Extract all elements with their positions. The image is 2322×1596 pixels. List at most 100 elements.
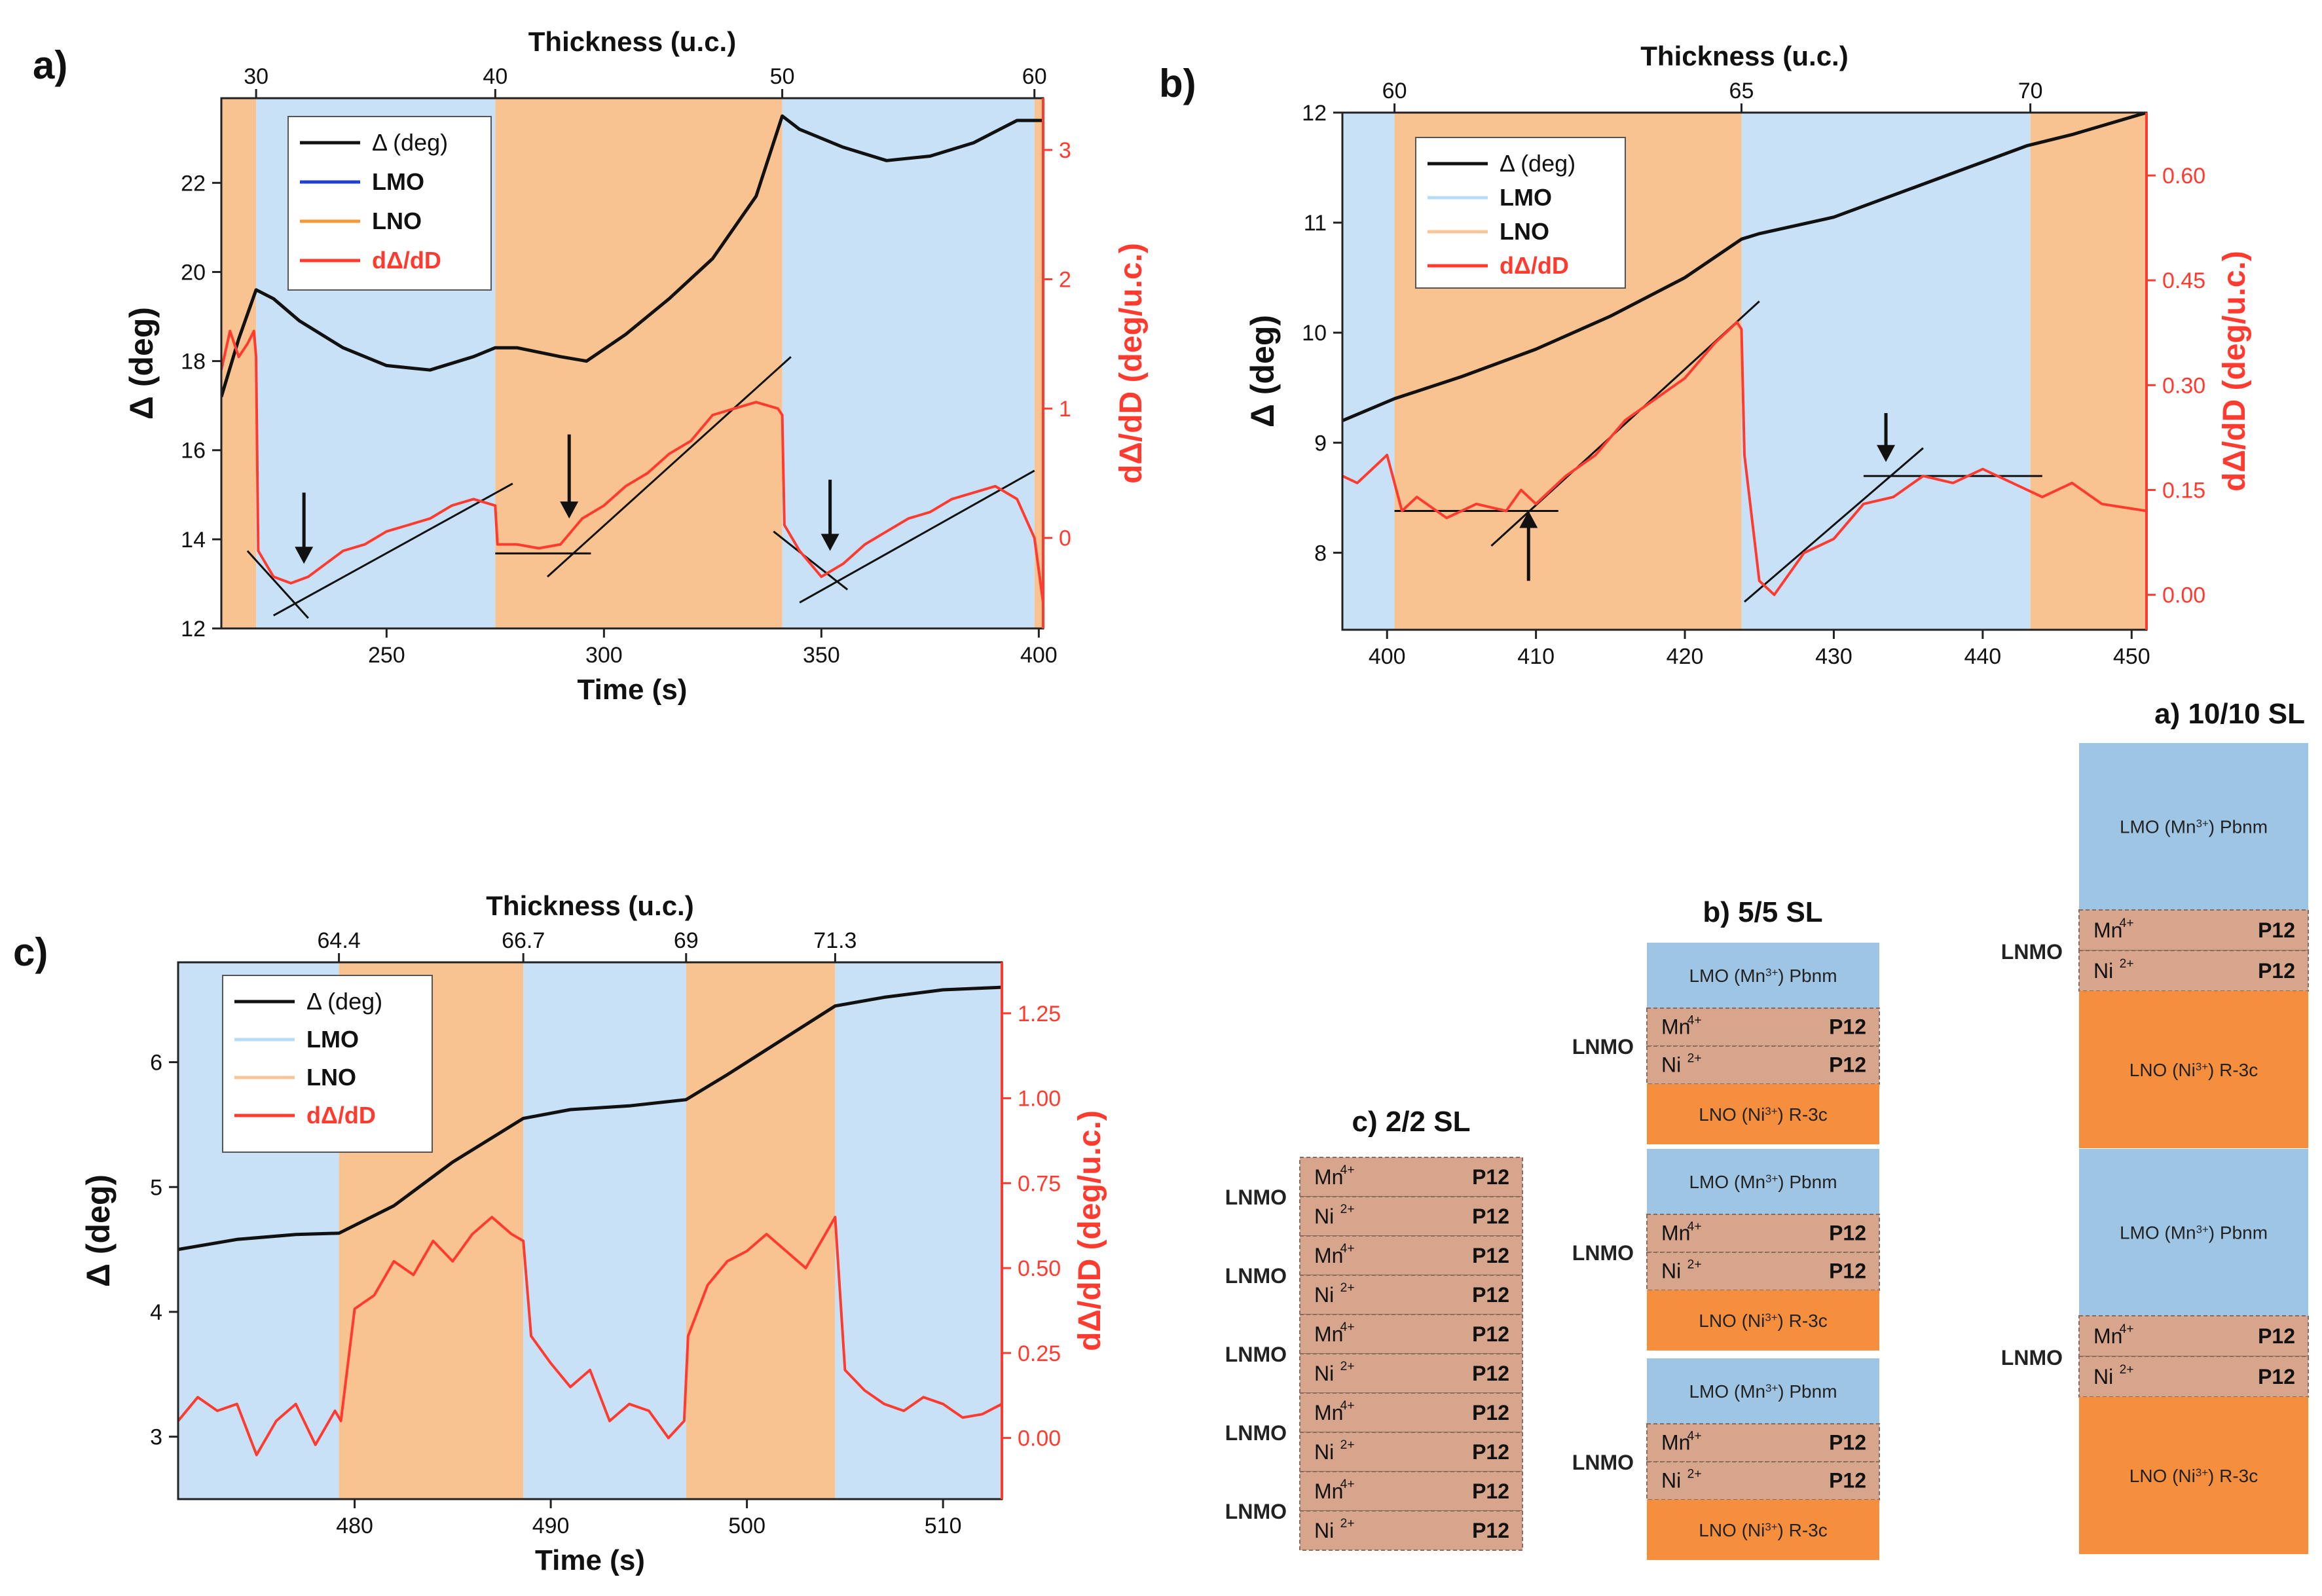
top-tick-label: 66.7: [502, 928, 545, 953]
x-tick-label: 420: [1667, 644, 1704, 669]
layer-label-charge: 3+: [1765, 1104, 1777, 1117]
layer-label-rest: ) Pbnm: [1778, 966, 1837, 986]
ion-charge: 2+: [1687, 1051, 1702, 1065]
y2-tick-label: 0.25: [1018, 1341, 1061, 1366]
y-axis-title: Δ (deg): [123, 307, 160, 420]
fit-line: [272, 482, 513, 617]
ion-charge: 2+: [1687, 1467, 1702, 1481]
ion-label: Mn: [2093, 1324, 2122, 1348]
ion-charge: 4+: [1687, 1013, 1702, 1027]
ion-label: Mn: [1661, 1015, 1690, 1038]
region-lno: [221, 98, 257, 628]
stack-title: a) 10/10 SL: [2154, 698, 2305, 730]
arrow-head: [295, 547, 314, 564]
layer-label-rest: ) R-3c: [2208, 1060, 2258, 1080]
lnmo-label: LNMO: [1225, 1343, 1287, 1366]
lnmo-cell: [1646, 1007, 1880, 1047]
lno-layer: [1647, 1290, 1879, 1351]
ion-label: Mn: [1661, 1221, 1690, 1244]
layer-label: LMO (Mn3+) Pbnm: [1689, 1172, 1837, 1192]
space-group-label: P12: [1472, 1283, 1509, 1307]
ion-label: Ni: [2093, 1365, 2113, 1388]
stack-title: b) 5/5 SL: [1703, 896, 1822, 928]
lnmo-cell: [1299, 1510, 1523, 1551]
ion-charge: 2+: [1340, 1360, 1355, 1373]
series-derivative-line: [1342, 321, 2147, 596]
legend-box: [222, 975, 433, 1153]
space-group-label: P12: [1829, 1053, 1866, 1076]
y2-tick-label: 1: [1059, 397, 1071, 422]
y2-tick-label: 0.45: [2162, 268, 2205, 293]
chart-panel-b: Δ (deg) LMO LNO dΔ/dD 400 410 420 430 440 450 60 65…: [1159, 41, 2252, 669]
top-tick-label: 60: [1382, 79, 1407, 103]
y2-tick-label: 0.15: [2162, 478, 2205, 503]
x-tick-label: 300: [585, 643, 623, 668]
lnmo-cell: [1646, 1252, 1880, 1291]
layer-label: LMO (Mn3+) Pbnm: [1689, 1381, 1837, 1402]
y2-tick-label: 1.25: [1018, 1002, 1061, 1026]
ion-label: Ni: [1314, 1283, 1334, 1307]
space-group-label: P12: [1472, 1165, 1509, 1189]
y-tick-label: 14: [181, 528, 206, 553]
layer-label: LNO (Ni3+) R-3c: [2129, 1466, 2258, 1486]
x-tick-label: 490: [532, 1514, 570, 1538]
layer-label: LMO (Mn3+) Pbnm: [1689, 966, 1837, 986]
legend-label: Δ (deg): [372, 129, 448, 156]
lno-layer: [2079, 1397, 2308, 1554]
fit-line: [547, 356, 792, 578]
layer-label-rest: ) R-3c: [1778, 1520, 1828, 1540]
ion-label: Ni: [1661, 1468, 1681, 1492]
y-tick-label: 22: [181, 171, 206, 196]
y2-tick-label: 0.60: [2162, 164, 2205, 189]
arrow-head: [560, 501, 579, 519]
ion-charge: 4+: [1340, 1478, 1355, 1491]
ion-charge: 2+: [1340, 1517, 1355, 1531]
layer-label-charge: 3+: [1765, 1381, 1778, 1394]
space-group-label: P12: [1472, 1401, 1509, 1424]
chart-panel-c: Δ (deg) LMO LNO dΔ/dD 480 490 500 510 64.4 66.7 69…: [13, 890, 1107, 1576]
series-derivative-line: [178, 1216, 1002, 1457]
layer-label-rest: ) Pbnm: [1778, 1381, 1837, 1402]
lnmo-cell: [1299, 1235, 1523, 1276]
y2-axis-title: dΔ/dD (deg/u.c.): [1073, 1110, 1107, 1351]
series-derivative-line: [221, 329, 1043, 603]
ion-label: Ni: [1314, 1205, 1334, 1228]
space-group-label: P12: [1472, 1479, 1509, 1503]
space-group-label: P12: [1829, 1259, 1866, 1282]
lmo-layer: [2079, 743, 2308, 910]
top-axis-title: Thickness (u.c.): [528, 26, 736, 57]
space-group-label: P12: [2258, 1365, 2295, 1388]
y-tick-label: 20: [181, 260, 206, 285]
lnmo-label: LNMO: [1225, 1500, 1287, 1523]
y-tick-label: 6: [150, 1051, 162, 1076]
top-tick-label: 69: [674, 928, 699, 953]
ion-charge: 4+: [1340, 1399, 1355, 1413]
ion-charge: 4+: [1687, 1220, 1702, 1233]
ion-label: Mn: [1314, 1165, 1343, 1189]
layer-label-charge: 3+: [2196, 1060, 2208, 1072]
lmo-layer: [1647, 943, 1879, 1008]
top-axis-title: Thickness (u.c.): [486, 890, 693, 921]
y-tick-label: 3: [150, 1425, 162, 1450]
layer-label-charge: 3+: [2196, 1223, 2209, 1235]
layer-label-charge: 3+: [1765, 1520, 1777, 1533]
layer-label-main: LNO (Ni: [2129, 1060, 2196, 1080]
ion-label: Mn: [1314, 1322, 1343, 1346]
y-tick-label: 12: [181, 617, 206, 642]
region-lno: [495, 98, 783, 628]
y2-tick-label: 3: [1059, 138, 1071, 163]
y2-tick-label: 0.75: [1018, 1171, 1061, 1196]
ion-charge: 2+: [2120, 957, 2134, 971]
x-axis-title: Time (s): [578, 674, 688, 706]
ion-charge: 2+: [1340, 1438, 1355, 1452]
y-tick-label: 4: [150, 1300, 162, 1325]
series-delta-line: [221, 114, 1043, 397]
layer-label-charge: 3+: [2196, 817, 2209, 829]
y-tick-label: 10: [1302, 321, 1327, 346]
panel-label: b): [1159, 62, 1196, 105]
ion-charge: 4+: [1340, 1163, 1355, 1177]
top-tick-label: 64.4: [318, 928, 361, 953]
region-lmo: [835, 962, 1002, 1499]
